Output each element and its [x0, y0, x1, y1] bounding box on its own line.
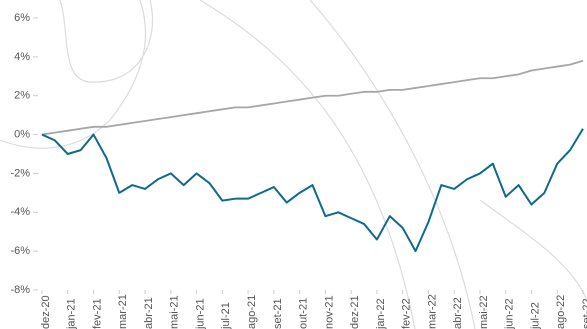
x-tick-label: set-22	[581, 298, 587, 329]
x-tick-label: jan-22	[375, 298, 387, 329]
line-series	[41, 128, 584, 253]
y-tick-label: -2%	[10, 167, 30, 179]
x-tick-label: ago-22	[555, 295, 567, 329]
x-tick-label: jun-22	[504, 298, 516, 329]
line-series	[41, 59, 584, 136]
x-tick-label: ago-21	[246, 295, 258, 329]
x-tick-label: fev-21	[91, 298, 103, 329]
y-tick-label: -4%	[10, 206, 30, 218]
y-tick-label: 4%	[14, 51, 30, 63]
x-tick-label: jan-21	[66, 298, 78, 329]
x-tick-label: mai-21	[169, 295, 181, 329]
x-tick-label: out-21	[298, 298, 310, 329]
x-tick-label: abr-22	[452, 297, 464, 329]
x-tick-label: abr-21	[143, 297, 155, 329]
y-tick-label: -8%	[10, 284, 30, 296]
x-tick-label: fev-22	[401, 298, 413, 329]
x-tick-label: mar-21	[117, 294, 129, 329]
x-tick-label: mar-22	[426, 294, 438, 329]
x-tick-label: nov-21	[323, 295, 335, 329]
y-tick-label: -6%	[10, 245, 30, 257]
y-tick-label: 6%	[14, 12, 30, 24]
x-tick-label: mai-22	[478, 295, 490, 329]
x-tick-label: dez-20	[40, 295, 52, 329]
y-tick-label: 2%	[14, 90, 30, 102]
x-tick-label: set-21	[272, 298, 284, 329]
x-tick-label: jul-21	[220, 302, 232, 329]
x-tick-label: jun-21	[194, 298, 206, 329]
y-tick-label: 0%	[14, 128, 30, 140]
x-tick-label: jul-22	[529, 302, 541, 329]
x-tick-label: dez-21	[349, 295, 361, 329]
